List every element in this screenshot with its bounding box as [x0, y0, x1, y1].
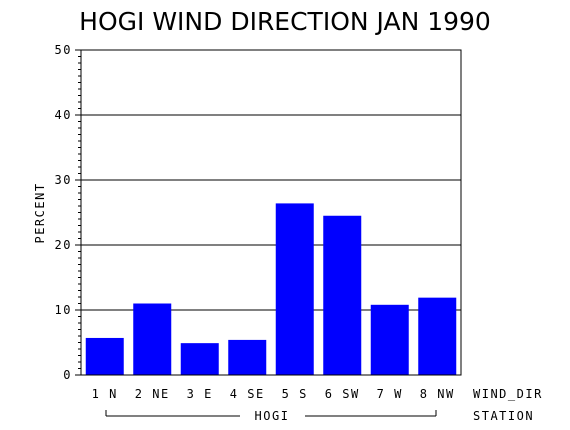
bar [85, 337, 124, 375]
bar [228, 339, 267, 375]
y-tick-label: 50 [55, 43, 72, 57]
bar [323, 215, 362, 375]
x-tick-label: 6 SW [325, 387, 360, 401]
y-tick-label: 40 [55, 108, 72, 122]
bar [133, 303, 172, 375]
x-tick-label: 4 SE [230, 387, 265, 401]
chart-title: HOGI WIND DIRECTION JAN 1990 [79, 7, 491, 36]
x-tick-label: 5 S [282, 387, 308, 401]
x-tick-label: 7 W [377, 387, 403, 401]
bar [180, 343, 219, 375]
y-tick-label: 0 [63, 368, 72, 382]
x-tick-label: 8 NW [420, 387, 455, 401]
y-axis-ticks: 0 10 20 30 40 50 [55, 43, 81, 382]
x-tick-label: 2 NE [135, 387, 170, 401]
bar [418, 297, 457, 375]
y-tick-label: 20 [55, 238, 72, 252]
x-tick-label: 3 E [187, 387, 213, 401]
y-tick-label: 30 [55, 173, 72, 187]
bar [370, 304, 409, 375]
gridlines [81, 49, 461, 311]
station-axis-label: STATION [473, 409, 534, 423]
x-axis-label: WIND_DIR [473, 387, 543, 401]
y-axis-label: PERCENT [33, 182, 47, 243]
x-tick-label: 1 N [92, 387, 118, 401]
station-name: HOGI [255, 409, 290, 423]
bar [275, 203, 314, 375]
x-axis-ticks: 1 N 2 NE 3 E 4 SE 5 S 6 SW 7 W 8 NW [92, 387, 455, 401]
bars [85, 203, 457, 375]
y-tick-label: 10 [55, 303, 72, 317]
